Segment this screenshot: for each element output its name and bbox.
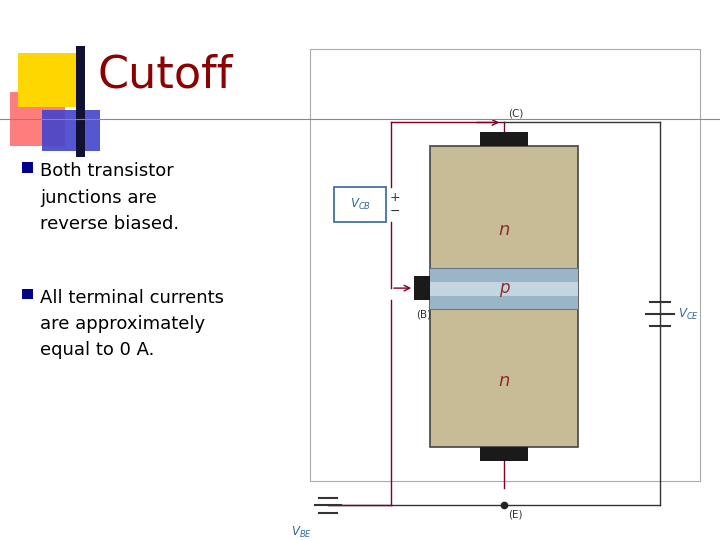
Text: (B): (B)	[416, 309, 431, 320]
Bar	[414, 276, 430, 300]
Text: Cutoff: Cutoff	[97, 53, 233, 96]
Bar	[22, 163, 33, 173]
Text: $V_{CE}$: $V_{CE}$	[678, 306, 699, 321]
Bar	[480, 447, 528, 461]
Bar	[334, 187, 386, 221]
Bar	[42, 110, 100, 151]
Text: (E): (E)	[508, 509, 523, 519]
Text: All terminal currents
are approximately
equal to 0 A.: All terminal currents are approximately …	[40, 289, 224, 360]
Text: Both transistor
junctions are
reverse biased.: Both transistor junctions are reverse bi…	[40, 163, 179, 233]
Bar	[22, 289, 33, 299]
Text: $V_{CB}$: $V_{CB}$	[349, 197, 371, 212]
Text: n: n	[498, 372, 510, 390]
Text: −: −	[390, 205, 400, 218]
Text: n: n	[498, 221, 510, 239]
Bar	[18, 53, 78, 107]
Bar	[76, 46, 85, 158]
Text: (C): (C)	[508, 109, 523, 119]
Bar	[480, 132, 528, 146]
Text: $V_{BE}$: $V_{BE}$	[291, 525, 312, 540]
Bar	[10, 92, 65, 146]
Bar	[430, 146, 578, 447]
Bar	[430, 282, 578, 296]
Text: p: p	[499, 279, 509, 297]
Bar	[310, 49, 700, 481]
Bar	[430, 268, 578, 308]
Text: +: +	[390, 191, 400, 204]
